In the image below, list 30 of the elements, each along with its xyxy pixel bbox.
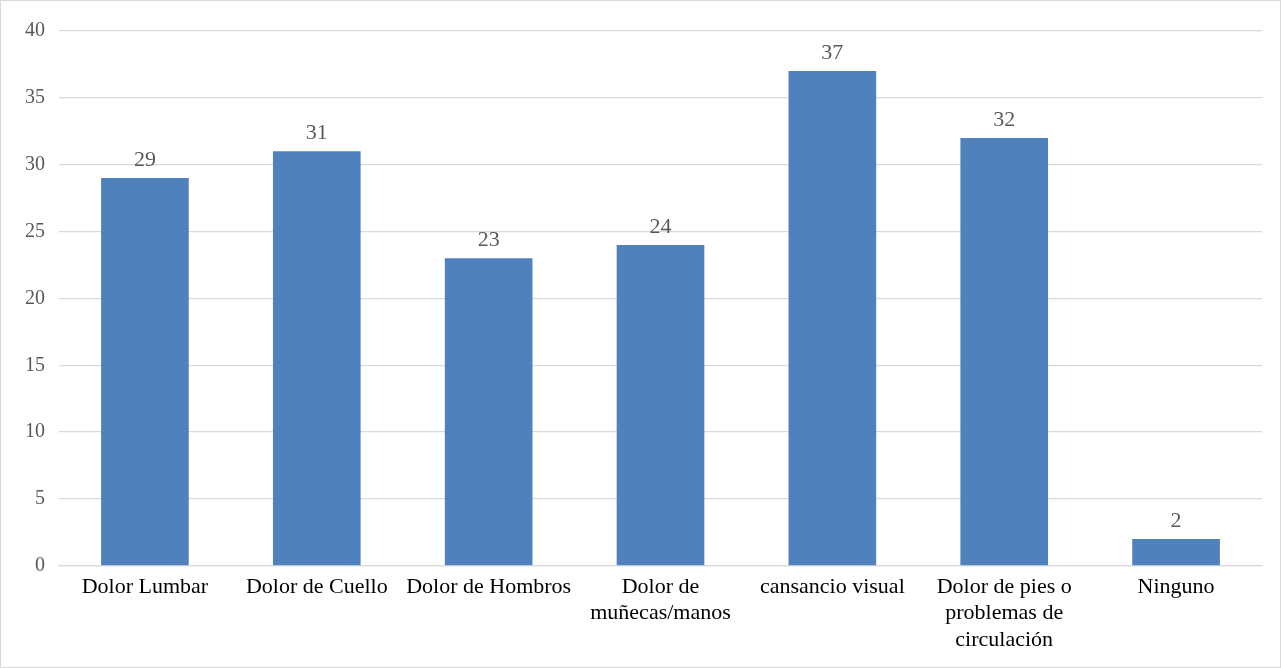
data-label: 23 bbox=[477, 226, 500, 252]
data-label: 32 bbox=[993, 105, 1016, 131]
y-tick-label: 20 bbox=[25, 285, 45, 308]
x-tick-label: Dolor de muñecas/manos bbox=[590, 572, 731, 625]
bar bbox=[272, 151, 361, 566]
x-tick-label: Dolor de Cuello bbox=[245, 572, 388, 598]
bar bbox=[101, 178, 189, 566]
bar bbox=[1132, 539, 1220, 566]
x-tick-label: Dolor de Hombros bbox=[406, 572, 572, 598]
bar bbox=[616, 244, 705, 566]
y-tick-label: 40 bbox=[25, 18, 45, 41]
bar bbox=[788, 71, 877, 566]
data-label: 31 bbox=[305, 119, 328, 145]
y-tick-label: 0 bbox=[35, 553, 45, 576]
y-tick-label: 30 bbox=[25, 151, 45, 174]
bar bbox=[444, 258, 533, 566]
data-label: 2 bbox=[1170, 506, 1182, 532]
x-tick-label: Ninguno bbox=[1137, 572, 1215, 598]
data-label: 24 bbox=[649, 212, 672, 238]
data-label: 37 bbox=[821, 38, 844, 64]
x-tick-label: cansancio visual bbox=[759, 572, 905, 598]
y-tick-label: 25 bbox=[25, 218, 45, 241]
bar bbox=[960, 137, 1049, 566]
x-tick-label: Dolor de pies o problemas de circulación bbox=[936, 572, 1072, 651]
y-tick-label: 15 bbox=[25, 352, 45, 375]
y-tick-label: 10 bbox=[25, 419, 45, 442]
x-tick-label: Dolor Lumbar bbox=[81, 572, 209, 598]
y-tick-label: 35 bbox=[25, 85, 45, 108]
y-tick-label: 5 bbox=[35, 486, 45, 509]
data-label: 29 bbox=[133, 145, 156, 171]
